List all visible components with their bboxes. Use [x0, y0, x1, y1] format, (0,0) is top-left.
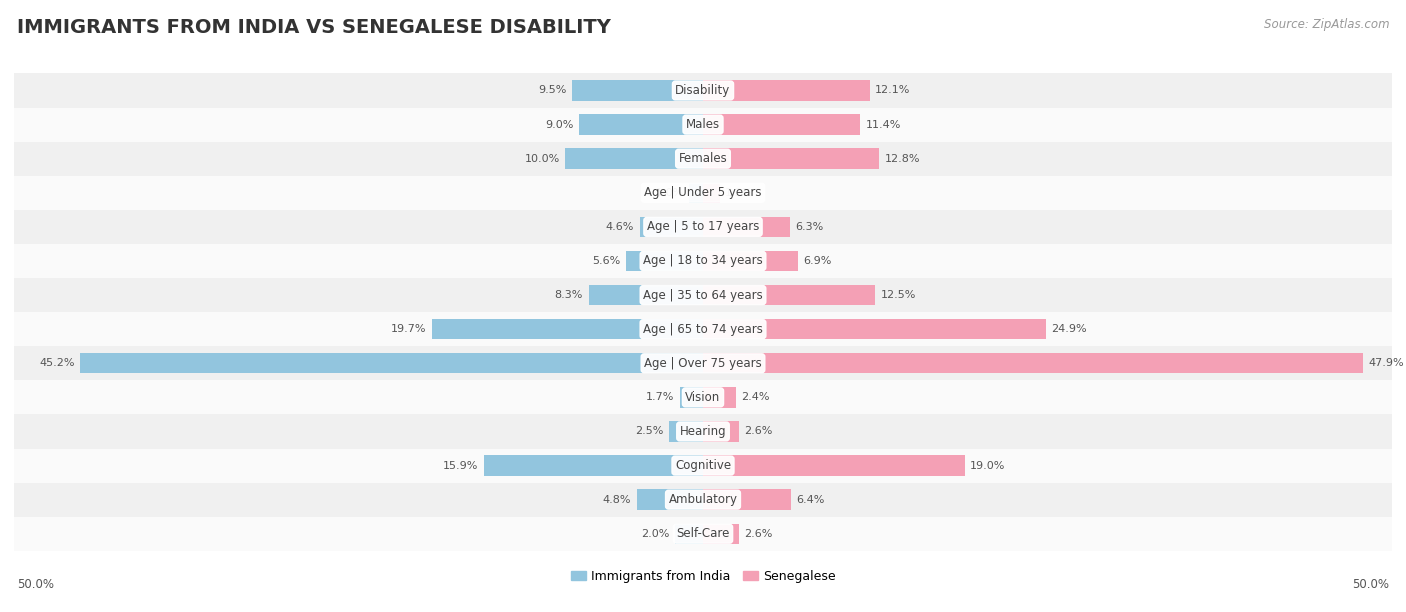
Text: IMMIGRANTS FROM INDIA VS SENEGALESE DISABILITY: IMMIGRANTS FROM INDIA VS SENEGALESE DISA… [17, 18, 610, 37]
Text: 6.9%: 6.9% [804, 256, 832, 266]
Text: 9.0%: 9.0% [546, 119, 574, 130]
Text: Disability: Disability [675, 84, 731, 97]
Bar [80, 353, 703, 373]
Bar [626, 251, 703, 271]
Text: 2.0%: 2.0% [641, 529, 669, 539]
Bar [484, 455, 703, 476]
Bar [689, 182, 703, 203]
Text: Age | 65 to 74 years: Age | 65 to 74 years [643, 323, 763, 335]
Bar [675, 523, 703, 544]
Bar [14, 483, 1392, 517]
Text: 15.9%: 15.9% [443, 461, 478, 471]
Text: 2.6%: 2.6% [744, 427, 773, 436]
Text: Age | 5 to 17 years: Age | 5 to 17 years [647, 220, 759, 233]
Text: 1.2%: 1.2% [725, 188, 754, 198]
Bar [703, 455, 965, 476]
Bar [703, 149, 879, 169]
Text: 45.2%: 45.2% [39, 358, 75, 368]
Bar [572, 80, 703, 101]
Text: Age | Over 75 years: Age | Over 75 years [644, 357, 762, 370]
Text: 50.0%: 50.0% [17, 578, 53, 591]
Text: 2.4%: 2.4% [741, 392, 770, 402]
Bar [14, 141, 1392, 176]
Text: 19.0%: 19.0% [970, 461, 1005, 471]
Bar [14, 346, 1392, 380]
Text: 12.8%: 12.8% [884, 154, 921, 163]
Bar [679, 387, 703, 408]
Bar [669, 421, 703, 442]
Text: Age | 18 to 34 years: Age | 18 to 34 years [643, 255, 763, 267]
Bar [703, 319, 1046, 340]
Bar [14, 73, 1392, 108]
Bar [703, 490, 792, 510]
Bar [637, 490, 703, 510]
Text: Age | 35 to 64 years: Age | 35 to 64 years [643, 289, 763, 302]
Text: 11.4%: 11.4% [866, 119, 901, 130]
Bar [703, 523, 738, 544]
Bar [14, 414, 1392, 449]
Text: 6.3%: 6.3% [796, 222, 824, 232]
Text: Males: Males [686, 118, 720, 131]
Bar [703, 80, 870, 101]
Text: Vision: Vision [685, 391, 721, 404]
Bar [14, 517, 1392, 551]
Bar [14, 210, 1392, 244]
Bar [579, 114, 703, 135]
Bar [703, 421, 738, 442]
Bar [703, 251, 799, 271]
Text: 9.5%: 9.5% [538, 86, 567, 95]
Text: Source: ZipAtlas.com: Source: ZipAtlas.com [1264, 18, 1389, 31]
Bar [565, 149, 703, 169]
Text: Age | Under 5 years: Age | Under 5 years [644, 186, 762, 200]
Bar [14, 380, 1392, 414]
Bar [14, 449, 1392, 483]
Bar [703, 353, 1362, 373]
Bar [14, 312, 1392, 346]
Bar [14, 176, 1392, 210]
Text: 1.0%: 1.0% [655, 188, 683, 198]
Bar [703, 217, 790, 237]
Text: 1.7%: 1.7% [645, 392, 673, 402]
Bar [703, 182, 720, 203]
Text: 2.6%: 2.6% [744, 529, 773, 539]
Bar [703, 285, 875, 305]
Bar [703, 114, 860, 135]
Text: Females: Females [679, 152, 727, 165]
Text: 10.0%: 10.0% [524, 154, 560, 163]
Text: 50.0%: 50.0% [1353, 578, 1389, 591]
Bar [703, 387, 737, 408]
Bar [14, 278, 1392, 312]
Text: 19.7%: 19.7% [391, 324, 426, 334]
Legend: Immigrants from India, Senegalese: Immigrants from India, Senegalese [565, 564, 841, 588]
Bar [589, 285, 703, 305]
Text: Self-Care: Self-Care [676, 528, 730, 540]
Bar [14, 244, 1392, 278]
Text: Hearing: Hearing [679, 425, 727, 438]
Text: 47.9%: 47.9% [1368, 358, 1405, 368]
Text: 12.5%: 12.5% [880, 290, 917, 300]
Bar [14, 108, 1392, 141]
Text: 4.6%: 4.6% [606, 222, 634, 232]
Text: 5.6%: 5.6% [592, 256, 620, 266]
Text: 4.8%: 4.8% [603, 494, 631, 505]
Text: 6.4%: 6.4% [797, 494, 825, 505]
Text: Cognitive: Cognitive [675, 459, 731, 472]
Text: 2.5%: 2.5% [634, 427, 664, 436]
Text: 8.3%: 8.3% [555, 290, 583, 300]
Text: 24.9%: 24.9% [1052, 324, 1087, 334]
Text: Ambulatory: Ambulatory [668, 493, 738, 506]
Bar [640, 217, 703, 237]
Text: 12.1%: 12.1% [875, 86, 911, 95]
Bar [432, 319, 703, 340]
